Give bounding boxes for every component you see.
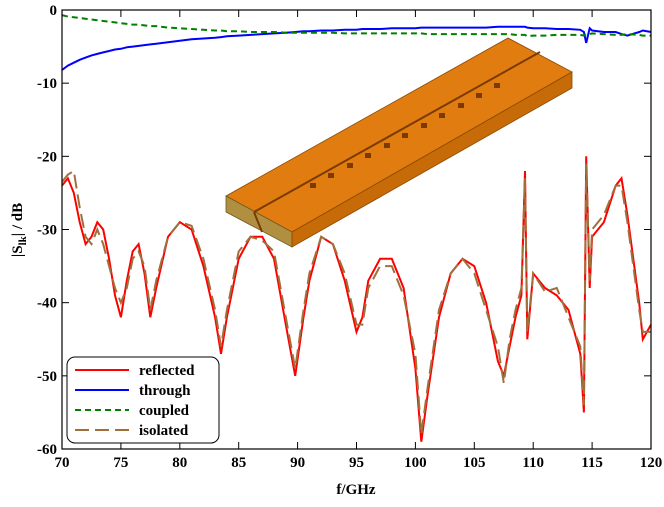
x-tick-label: 105 (463, 455, 486, 471)
y-label-part: |S (10, 245, 26, 257)
chart: 707580859095100105110115120-60-50-40-30-… (0, 0, 664, 507)
y-tick-label: 0 (50, 3, 58, 19)
x-tick-label: 100 (404, 455, 427, 471)
y-tick-label: -30 (37, 223, 57, 239)
y-tick-label: -20 (37, 149, 57, 165)
y-tick-label: -60 (37, 442, 57, 458)
legend-label: coupled (139, 403, 190, 419)
x-tick-label: 85 (231, 455, 246, 471)
x-tick-label: 95 (349, 455, 364, 471)
legend-label: isolated (139, 423, 189, 439)
legend: reflected through coupled isolated (67, 357, 219, 443)
y-tick-label: -50 (37, 369, 57, 385)
y-label-part: | / dB (10, 203, 26, 236)
x-tick-label: 120 (640, 455, 663, 471)
x-axis-label: f/GHz (336, 482, 375, 498)
x-tick-label: 110 (522, 455, 544, 471)
x-tick-label: 90 (290, 455, 305, 471)
y-tick-label: -10 (37, 76, 57, 92)
x-tick-label: 115 (581, 455, 603, 471)
x-tick-label: 75 (113, 455, 128, 471)
legend-label: through (139, 383, 191, 399)
legend-label: reflected (139, 363, 195, 379)
y-axis-label: |Slk| / dB (10, 203, 29, 257)
x-tick-label: 80 (172, 455, 187, 471)
y-tick-label: -40 (37, 296, 57, 312)
